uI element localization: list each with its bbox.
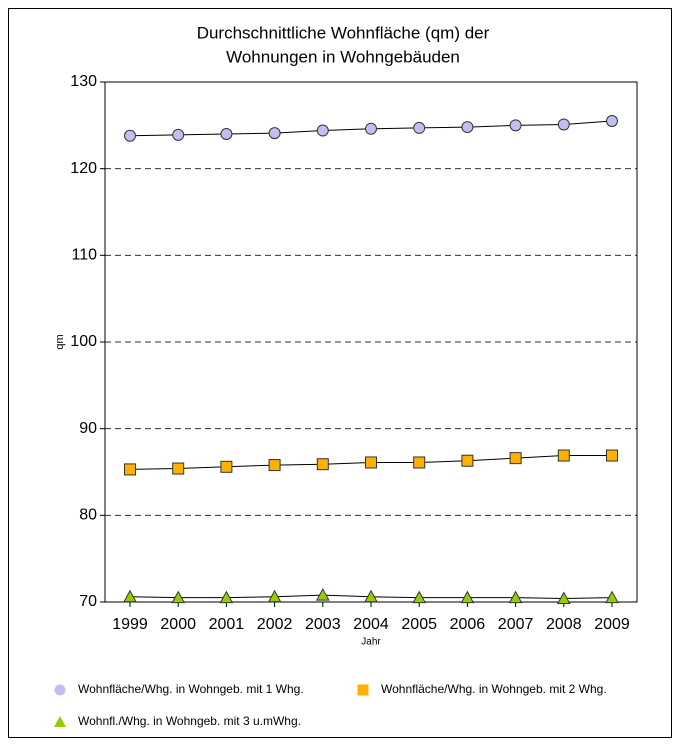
legend-label: Wohnfläche/Whg. in Wohngeb. mit 1 Whg.	[78, 682, 304, 696]
data-point	[316, 458, 329, 471]
data-point	[364, 589, 378, 603]
data-point	[413, 456, 426, 469]
data-point	[461, 454, 474, 467]
data-point	[365, 456, 377, 469]
legend-marker	[357, 684, 369, 696]
data-point	[268, 127, 281, 140]
data-point	[124, 463, 136, 476]
x-tick-label: 2003	[305, 616, 341, 633]
x-tick-label: 2006	[450, 616, 486, 633]
data-point	[220, 460, 233, 473]
x-tick-label: 2007	[498, 616, 534, 633]
data-point	[606, 449, 618, 462]
x-tick-label: 2008	[546, 616, 582, 633]
legend-marker	[54, 716, 66, 727]
data-point	[172, 462, 185, 475]
x-tick-label: 2009	[594, 616, 630, 633]
data-point	[606, 115, 618, 127]
y-tick-label: 120	[70, 160, 97, 177]
x-tick-label: 2000	[160, 616, 196, 633]
x-axis-label: Jahr	[361, 637, 381, 648]
y-tick-label: 90	[79, 420, 97, 437]
data-point	[461, 121, 474, 134]
x-tick-label: 1999	[112, 616, 148, 633]
x-tick-label: 2004	[353, 616, 389, 633]
data-point	[365, 122, 377, 135]
data-point	[172, 128, 185, 141]
data-point	[267, 589, 282, 603]
x-tick-label: 2005	[401, 616, 437, 633]
data-point	[556, 591, 571, 605]
x-tick-label: 2001	[209, 616, 245, 633]
y-tick-label: 100	[70, 333, 97, 350]
data-point	[220, 128, 233, 140]
y-tick-label: 110	[71, 247, 97, 264]
data-point	[124, 129, 136, 142]
y-axis-label: qm	[54, 334, 66, 349]
data-point	[460, 590, 475, 604]
data-point	[557, 118, 570, 131]
data-point	[315, 588, 330, 601]
data-point	[605, 590, 619, 604]
y-tick-label: 70	[79, 593, 97, 610]
data-point	[508, 590, 523, 604]
chart-title: Durchschnittliche Wohnfläche (qm) der	[197, 23, 490, 42]
x-tick-label: 2002	[257, 616, 293, 633]
data-point	[412, 590, 427, 604]
data-point	[171, 590, 186, 604]
data-point	[219, 590, 234, 604]
data-point	[123, 589, 137, 603]
data-point	[316, 124, 329, 137]
y-tick-label: 80	[79, 507, 97, 524]
chart-title: Wohnungen in Wohngebäuden	[226, 47, 460, 66]
data-point	[557, 449, 570, 462]
legend-label: Wohnfläche/Whg. in Wohngeb. mit 2 Whg.	[381, 682, 607, 696]
y-tick-label: 130	[70, 73, 97, 90]
legend-label: Wohnfl./Whg. in Wohngeb. mit 3 u.mWhg.	[78, 714, 301, 728]
data-point	[268, 459, 281, 472]
data-point	[413, 121, 426, 134]
data-point	[509, 119, 522, 132]
data-point	[509, 452, 522, 465]
legend-marker	[54, 684, 66, 696]
